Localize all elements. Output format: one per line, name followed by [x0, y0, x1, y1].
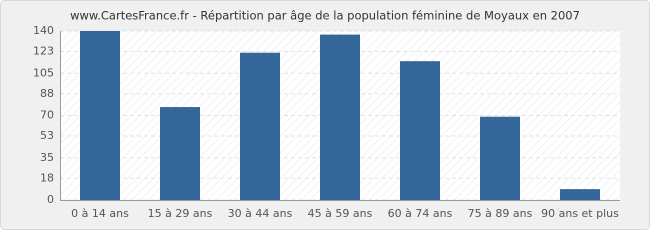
y-tick-label: 123	[33, 45, 54, 58]
x-tick-label: 90 ans et plus	[541, 207, 619, 220]
x-tick-label: 75 à 89 ans	[468, 207, 533, 220]
x-tick-label: 15 à 29 ans	[148, 207, 213, 220]
y-tick-label: 53	[40, 129, 54, 142]
bar	[240, 52, 280, 200]
bar	[160, 107, 200, 200]
y-tick-label: 18	[40, 171, 54, 184]
bar	[400, 61, 440, 200]
bar	[80, 31, 120, 200]
y-tick-label: 35	[40, 151, 54, 164]
chart: www.CartesFrance.fr - Répartition par âg…	[0, 0, 650, 230]
y-tick-label: 70	[40, 109, 54, 122]
x-tick-label: 45 à 59 ans	[308, 207, 373, 220]
x-tick-label: 0 à 14 ans	[71, 207, 129, 220]
y-tick-label: 0	[47, 193, 54, 206]
x-tick-label: 60 à 74 ans	[388, 207, 453, 220]
bar	[560, 189, 600, 200]
y-tick-label: 105	[33, 66, 54, 79]
chart-title: www.CartesFrance.fr - Répartition par âg…	[70, 9, 580, 23]
x-tick-label: 30 à 44 ans	[228, 207, 293, 220]
y-tick-label: 88	[40, 87, 54, 100]
bar	[480, 116, 520, 200]
bar	[320, 34, 360, 200]
y-tick-label: 140	[33, 24, 54, 37]
